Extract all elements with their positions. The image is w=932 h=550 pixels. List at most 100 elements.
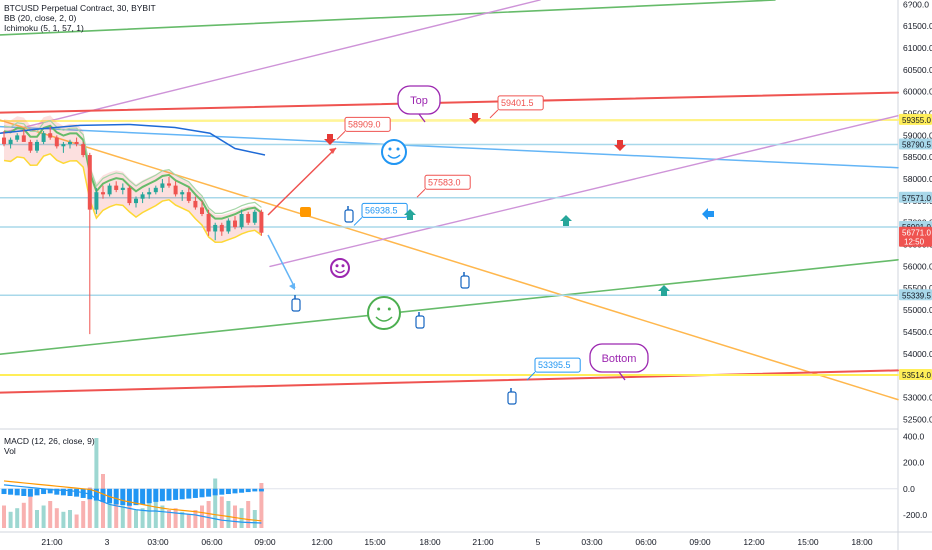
- macd-tick-label: 200.0: [903, 458, 925, 468]
- price-tick-label: 59000.0: [903, 130, 932, 140]
- macd-histogram-bar: [93, 488, 99, 501]
- candle-body: [87, 155, 92, 210]
- macd-histogram-bar: [252, 488, 258, 492]
- candle-body: [134, 198, 138, 204]
- volume-bar: [180, 511, 185, 528]
- volume-bar: [61, 511, 66, 528]
- volume-bar: [246, 501, 251, 528]
- volume-bar: [94, 438, 99, 528]
- candle-body: [246, 214, 251, 223]
- macd-histogram-bar: [74, 488, 80, 497]
- legend-vol: Vol: [4, 446, 16, 456]
- price-tick-label: 6?00.0: [903, 0, 929, 9]
- price-tick-label: 54000.0: [903, 349, 932, 359]
- volume-bar: [160, 505, 165, 528]
- candle-body: [147, 192, 152, 195]
- legend-macd-line: MACD (12, 26, close, 9): [4, 436, 95, 446]
- callout-pointer: [336, 131, 346, 140]
- candle-body: [140, 194, 145, 199]
- dizzy-face-icon-eye: [387, 307, 391, 311]
- price-tick-label: 61000.0: [903, 43, 932, 53]
- candle-body: [226, 220, 231, 232]
- ichimoku-lead: [3, 124, 263, 220]
- projection-arrow-up: [267, 147, 337, 216]
- macd-histogram-bar: [258, 488, 264, 492]
- red-trend-bottom: [0, 369, 899, 394]
- macd-line: [3, 484, 262, 524]
- note-text: Bottom: [602, 353, 637, 365]
- candle-body: [81, 144, 86, 156]
- time-tick-label: 18:00: [419, 537, 441, 547]
- macd-histogram-bar: [199, 488, 205, 498]
- callout-box: [361, 202, 408, 218]
- price-label-text: 58790.5: [902, 141, 931, 150]
- bb-lower: [3, 152, 262, 244]
- callout-pointer: [416, 188, 426, 198]
- candle-body: [252, 211, 257, 223]
- callout-text: 59401.5: [501, 98, 534, 108]
- legend-macd: MACD (12, 26, close, 9) Vol: [4, 436, 95, 456]
- violet-trend-mid: [269, 115, 899, 268]
- smile-face-icon-eye: [396, 147, 400, 151]
- price-label-box: [899, 113, 932, 125]
- macd-histogram-bar: [14, 488, 20, 496]
- price-tick-label: 61500.0: [903, 21, 932, 31]
- callout-box: [534, 357, 581, 373]
- callout-text: 53395.5: [538, 360, 571, 370]
- green-trend-bottom: [0, 259, 899, 355]
- hand-pointer-icon: [344, 209, 354, 223]
- price-label-text: 55339.5: [902, 291, 931, 300]
- candle-body: [167, 183, 171, 186]
- yellow-level-top-inner: [0, 119, 899, 122]
- callout-pointer: [353, 217, 363, 226]
- macd-histogram-bar: [166, 488, 172, 501]
- macd-histogram-bar: [100, 488, 106, 502]
- candle-body: [2, 137, 6, 145]
- volume-bar: [41, 505, 46, 528]
- left-arrow-marker: [702, 208, 714, 220]
- time-tick-label: 03:00: [147, 537, 169, 547]
- time-tick-label: 15:00: [797, 537, 819, 547]
- candle-body: [200, 207, 204, 214]
- volume-bar: [35, 510, 39, 528]
- macd-histogram-bar: [192, 488, 198, 498]
- cat-face-icon: [300, 207, 311, 217]
- price-label-text: 57571.0: [902, 194, 931, 203]
- macd-histogram-bar: [232, 488, 238, 494]
- axes: 52500.053000.053500.054000.054500.055000…: [41, 0, 932, 547]
- neutral-face-icon: [330, 258, 350, 278]
- blue-trend: [0, 125, 899, 169]
- up-arrow-marker: [404, 209, 416, 220]
- volume-bar: [219, 496, 224, 528]
- callout-box: [424, 174, 471, 190]
- macd-histogram-bar: [67, 488, 73, 496]
- macd-histogram-bar: [219, 488, 225, 495]
- hand-pointer-icon: [415, 315, 425, 329]
- volume-bar: [213, 478, 218, 528]
- signal-line: [3, 480, 262, 522]
- macd-histogram-bar: [107, 488, 113, 504]
- time-tick-label: 12:00: [311, 537, 333, 547]
- time-tick-label: 18:00: [851, 537, 873, 547]
- volume-bar: [21, 502, 26, 528]
- macd-histogram-bar: [120, 488, 126, 506]
- macd-histogram-bar: [80, 488, 86, 498]
- red-trend-top: [0, 91, 899, 114]
- time-tick-label: 12:00: [743, 537, 765, 547]
- volume-bar: [186, 514, 191, 528]
- volume-bar: [54, 508, 59, 528]
- time-tick-label: 03:00: [581, 537, 603, 547]
- volume-bar: [226, 501, 231, 528]
- volume-bar: [120, 505, 125, 528]
- callout-text: 57583.0: [428, 177, 461, 187]
- candle-body: [8, 139, 13, 145]
- macd-histogram-bar: [173, 488, 179, 500]
- candle-body: [233, 220, 237, 228]
- price-tick-label: 55000.0: [903, 305, 932, 315]
- time-tick-label: 15:00: [364, 537, 386, 547]
- macd-histogram-bar: [47, 488, 53, 494]
- price-label-text: 56771.0: [902, 229, 931, 238]
- candles: [0, 115, 266, 335]
- smile-face-icon: [381, 139, 407, 165]
- price-label-box: [899, 191, 932, 203]
